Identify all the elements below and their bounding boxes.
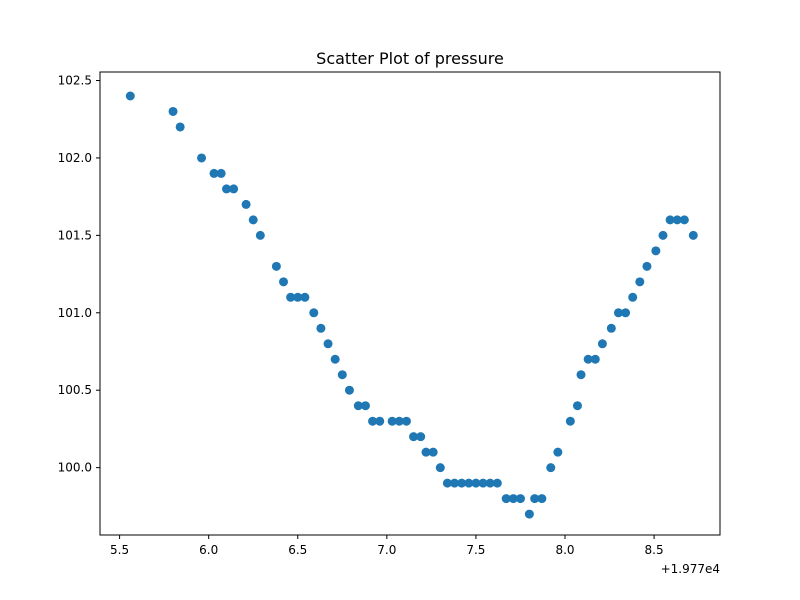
data-point: [387, 416, 397, 426]
data-point: [665, 215, 675, 225]
x-tick-label: 6.5: [288, 543, 307, 557]
data-point: [464, 478, 474, 488]
chart-title: Scatter Plot of pressure: [316, 49, 504, 68]
y-tick-label: 100.0: [58, 461, 92, 475]
data-point: [435, 463, 445, 473]
data-point: [501, 494, 511, 504]
data-point: [309, 308, 319, 318]
plot-area-frame: [99, 71, 721, 536]
data-point: [360, 401, 370, 411]
y-tick-label: 102.0: [58, 151, 92, 165]
data-point: [421, 447, 431, 457]
data-point: [248, 215, 258, 225]
y-axis: 100.0 100.5 101.0 101.5 102.0 102.5: [58, 74, 100, 475]
x-axis: 5.5 6.0 6.5 7.0 7.5 8.0 8.5: [110, 535, 664, 557]
data-point: [606, 323, 616, 333]
y-tick-label: 102.5: [58, 74, 92, 88]
data-point: [658, 230, 668, 240]
data-point: [590, 354, 600, 364]
data-point: [323, 339, 333, 349]
data-point: [330, 354, 340, 364]
data-point: [401, 416, 411, 426]
data-point: [553, 447, 563, 457]
data-point: [597, 339, 607, 349]
data-point: [197, 153, 207, 163]
data-point: [621, 308, 631, 318]
data-point: [508, 494, 518, 504]
x-tick-label: 8.0: [555, 543, 574, 557]
data-point: [572, 401, 582, 411]
data-point: [416, 432, 426, 442]
data-point: [628, 292, 638, 302]
data-point: [524, 509, 534, 519]
data-point: [175, 122, 185, 132]
data-point: [546, 463, 556, 473]
data-point: [316, 323, 326, 333]
data-point: [537, 494, 547, 504]
data-point: [565, 416, 575, 426]
data-point: [375, 416, 385, 426]
data-point: [293, 292, 303, 302]
x-tick-label: 7.0: [377, 543, 396, 557]
data-point: [241, 199, 251, 209]
data-point: [394, 416, 404, 426]
data-point: [478, 478, 488, 488]
data-point: [583, 354, 593, 364]
data-point: [229, 184, 239, 194]
data-point: [221, 184, 231, 194]
data-point: [688, 230, 698, 240]
data-point: [353, 401, 363, 411]
data-point: [442, 478, 452, 488]
data-point: [642, 261, 652, 271]
y-tick-label: 101.5: [58, 228, 92, 242]
points-layer: [125, 91, 698, 519]
data-point: [209, 168, 219, 178]
data-point: [515, 494, 525, 504]
data-point: [428, 447, 438, 457]
data-point: [613, 308, 623, 318]
data-point: [279, 277, 289, 287]
data-point: [271, 261, 281, 271]
data-point: [530, 494, 540, 504]
x-tick-label: 8.5: [645, 543, 664, 557]
data-point: [216, 168, 226, 178]
y-tick-label: 101.0: [58, 306, 92, 320]
data-point: [344, 385, 354, 395]
data-point: [651, 246, 661, 256]
x-tick-label: 7.5: [466, 543, 485, 557]
data-point: [576, 370, 586, 380]
y-tick-label: 100.5: [58, 383, 92, 397]
data-point: [368, 416, 378, 426]
data-point: [635, 277, 645, 287]
data-point: [679, 215, 689, 225]
data-point: [409, 432, 419, 442]
data-point: [672, 215, 682, 225]
x-tick-label: 6.0: [199, 543, 218, 557]
data-point: [492, 478, 502, 488]
data-point: [450, 478, 460, 488]
x-axis-offset-label: +1.977e4: [661, 562, 720, 576]
data-point: [125, 91, 135, 101]
data-point: [286, 292, 296, 302]
data-point: [457, 478, 467, 488]
x-tick-label: 5.5: [110, 543, 129, 557]
data-point: [337, 370, 347, 380]
data-point: [471, 478, 481, 488]
data-point: [255, 230, 265, 240]
data-point: [168, 106, 178, 116]
data-point: [300, 292, 310, 302]
data-point: [485, 478, 495, 488]
